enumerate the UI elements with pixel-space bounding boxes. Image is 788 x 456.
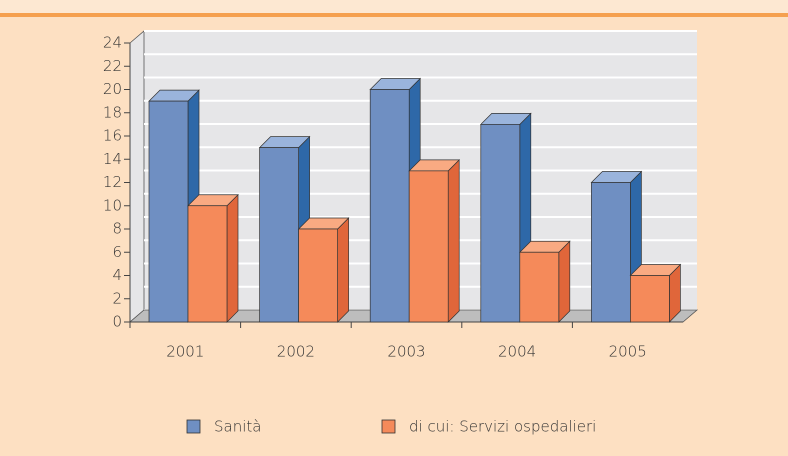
y-tick-label: 16 (103, 127, 122, 145)
bar (519, 251, 560, 323)
y-tick-label: 0 (112, 313, 122, 331)
y-tick-label: 14 (103, 150, 122, 168)
x-tick-label: 2001 (166, 343, 204, 361)
x-tick-label: 2002 (277, 343, 315, 361)
top-stripe (0, 13, 788, 17)
legend-label: Sanità (214, 418, 261, 436)
y-tick-label: 18 (103, 103, 122, 121)
legend-swatch (381, 419, 396, 434)
bar-side (226, 193, 239, 323)
y-tick-label: 20 (103, 80, 122, 98)
y-tick-label: 2 (112, 289, 122, 307)
bar (480, 124, 521, 323)
y-tick-label: 12 (103, 173, 122, 191)
bar (148, 100, 189, 323)
bar (298, 228, 338, 323)
x-tick-label: 2003 (387, 343, 425, 361)
side-wall (129, 30, 145, 323)
bar (591, 182, 631, 323)
bar (408, 170, 449, 323)
bar (259, 147, 299, 323)
y-tick-label: 4 (112, 266, 122, 284)
y-tick-label: 22 (103, 57, 122, 75)
bar-side (447, 159, 460, 323)
bar-side (558, 240, 571, 323)
x-tick-label: 2004 (498, 343, 536, 361)
legend-label: di cui: Servizi ospedalieri (409, 418, 596, 436)
top-band (0, 0, 788, 14)
bar (369, 89, 410, 323)
bar (630, 275, 670, 323)
y-tick-label: 24 (103, 34, 122, 52)
y-tick-label: 8 (112, 220, 122, 238)
bar-side (337, 217, 349, 323)
x-tick-label: 2005 (609, 343, 647, 361)
legend-swatch (186, 419, 201, 434)
y-tick-label: 6 (112, 243, 122, 261)
bar (187, 205, 228, 323)
y-tick-label: 10 (103, 196, 122, 214)
